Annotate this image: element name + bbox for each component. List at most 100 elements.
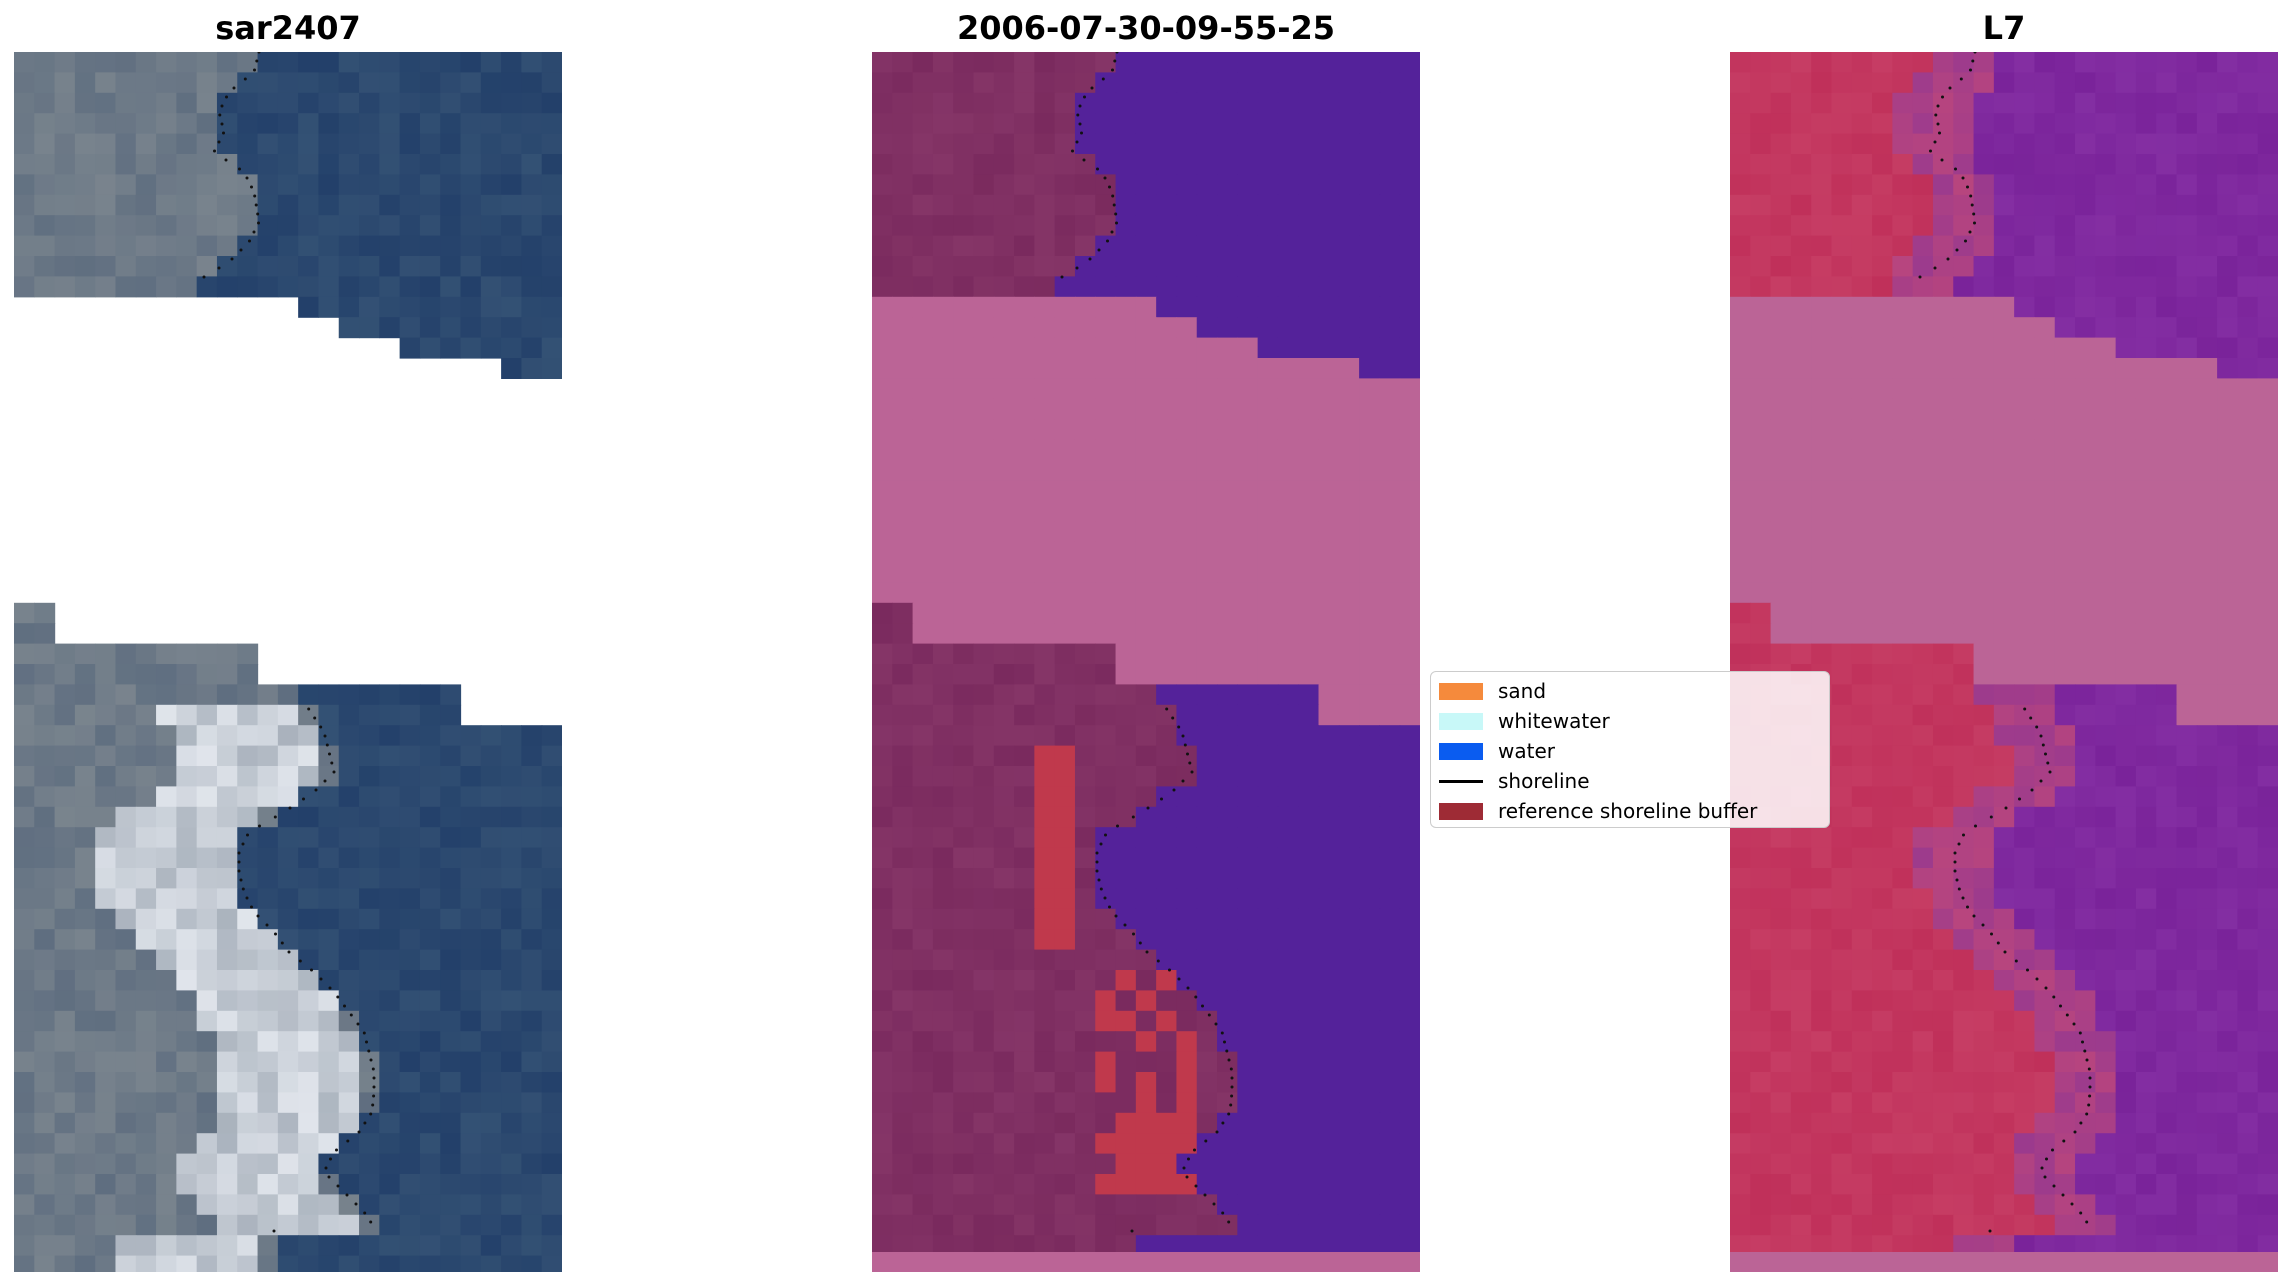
pixel: [1237, 174, 1259, 196]
pixel: [1237, 786, 1259, 808]
pixel: [2217, 398, 2239, 420]
pixel: [2156, 113, 2178, 135]
pixel: [1277, 1153, 1299, 1175]
pixel: [1196, 92, 1218, 114]
pixel: [541, 1235, 562, 1257]
pixel: [1156, 990, 1178, 1012]
pixel: [257, 1112, 279, 1134]
pixel: [953, 888, 975, 910]
pixel: [2176, 541, 2198, 563]
pixel: [1156, 725, 1178, 747]
pixel: [541, 92, 562, 114]
pixel: [1770, 888, 1792, 910]
shoreline-point: [1156, 959, 1160, 963]
pixel: [1993, 908, 2015, 930]
shoreline-point: [238, 167, 241, 171]
pixel: [912, 296, 934, 318]
pixel: [277, 929, 299, 951]
pixel: [34, 1214, 56, 1236]
pixel: [1872, 623, 1893, 645]
pixel: [480, 154, 502, 175]
pixel: [1054, 521, 1076, 543]
pixel: [1156, 541, 1178, 563]
pixel: [2075, 1051, 2096, 1073]
pixel: [1770, 398, 1792, 420]
pixel: [912, 786, 934, 808]
pixel: [912, 419, 934, 441]
pixel: [872, 1214, 893, 1236]
pixel: [1176, 1010, 1198, 1032]
pixel: [1338, 582, 1360, 604]
pixel: [2217, 1133, 2239, 1155]
pixel: [318, 1194, 340, 1216]
pixel: [1953, 194, 1975, 216]
shoreline-point: [1961, 896, 1965, 900]
pixel: [277, 215, 299, 237]
shoreline-point: [256, 914, 260, 918]
shoreline-point: [2065, 1013, 2069, 1017]
pixel: [460, 725, 482, 747]
pixel: [1831, 296, 1853, 318]
pixel: [1257, 643, 1279, 665]
pixel: [2095, 1072, 2117, 1093]
pixel: [1379, 929, 1401, 951]
pixel: [2135, 500, 2157, 522]
pixel: [14, 643, 35, 665]
pixel: [115, 786, 137, 808]
pixel: [318, 929, 340, 951]
pixel: [993, 1010, 1015, 1032]
pixel: [1811, 276, 1833, 298]
pixel: [379, 1010, 401, 1032]
pixel: [1973, 337, 1995, 359]
shoreline-point: [2035, 977, 2039, 981]
pixel: [932, 113, 954, 135]
pixel: [993, 296, 1015, 318]
pixel: [1115, 990, 1137, 1012]
pixel: [74, 92, 96, 114]
pixel: [1298, 72, 1320, 94]
shoreline-point: [1221, 1211, 1225, 1215]
pixel: [1257, 480, 1279, 502]
pixel: [1217, 113, 1238, 135]
pixel: [34, 1153, 56, 1175]
pixel: [1993, 1194, 2015, 1216]
pixel: [2176, 602, 2198, 624]
pixel: [2156, 296, 2178, 318]
pixel: [1298, 1174, 1320, 1195]
pixel: [932, 92, 954, 114]
pixel: [1298, 235, 1320, 257]
pixel: [95, 908, 117, 930]
pixel: [135, 847, 157, 869]
pixel: [953, 990, 975, 1012]
pixel: [1318, 358, 1340, 379]
pixel: [1770, 623, 1792, 645]
pixel: [2135, 643, 2157, 665]
pixel: [2115, 949, 2137, 971]
pixel: [2176, 317, 2198, 339]
pixel: [912, 92, 934, 114]
pixel: [480, 1092, 502, 1114]
pixel: [1196, 745, 1218, 767]
pixel: [1237, 704, 1259, 726]
pixel: [460, 1235, 482, 1257]
pixel: [541, 174, 562, 196]
pixel: [1730, 868, 1751, 889]
pixel: [399, 1031, 421, 1053]
pixel: [1953, 704, 1975, 726]
pixel: [1074, 194, 1096, 216]
pixel: [399, 949, 421, 971]
pixel: [298, 133, 320, 155]
pixel: [501, 1194, 523, 1216]
pixel: [2156, 908, 2178, 930]
pixel: [1115, 562, 1137, 583]
pixel: [2095, 1051, 2117, 1073]
pixel: [2135, 419, 2157, 441]
pixel: [1790, 1214, 1812, 1236]
pixel: [176, 929, 198, 951]
pixel: [1115, 786, 1137, 808]
pixel: [1135, 541, 1157, 563]
shoreline-point: [241, 887, 245, 891]
pixel: [257, 1031, 279, 1053]
pixel: [1932, 215, 1954, 237]
pixel: [14, 72, 35, 94]
